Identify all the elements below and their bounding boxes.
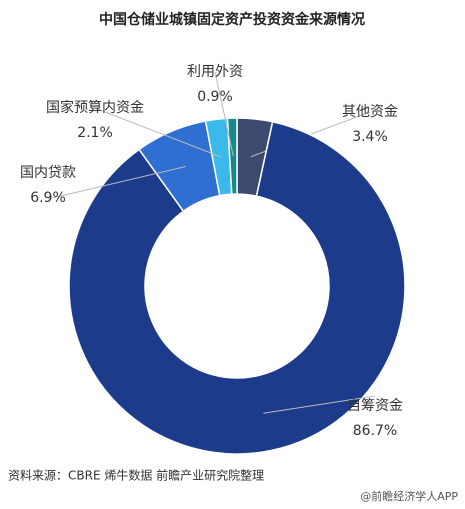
slice-value: 86.7% [353, 423, 397, 439]
leader-line [214, 71, 234, 157]
slice-label: 国内贷款 [20, 165, 76, 181]
donut-slice [68, 120, 406, 455]
chart-title: 中国仓储业城镇固定资产投资资金来源情况 [99, 11, 365, 28]
slice-label: 国家预算内资金 [46, 99, 144, 116]
donut-slice [226, 117, 238, 195]
slice-label: 其他资金 [342, 104, 398, 120]
slice-label: 自筹资金 [347, 397, 403, 414]
slice-value: 2.1% [77, 125, 113, 141]
leader-line [47, 166, 186, 200]
leader-line [263, 395, 376, 414]
watermark: @前瞻经济学人APP [360, 489, 458, 503]
source: 资料来源：CBRE 烯牛数据 前瞻产业研究院整理 [8, 468, 264, 483]
slice-value: 3.4% [352, 129, 388, 145]
leader-line [94, 107, 222, 158]
slice-value: 6.9% [30, 190, 66, 206]
slice-value: 0.9% [197, 89, 233, 105]
slice-label: 利用外资 [187, 64, 243, 80]
